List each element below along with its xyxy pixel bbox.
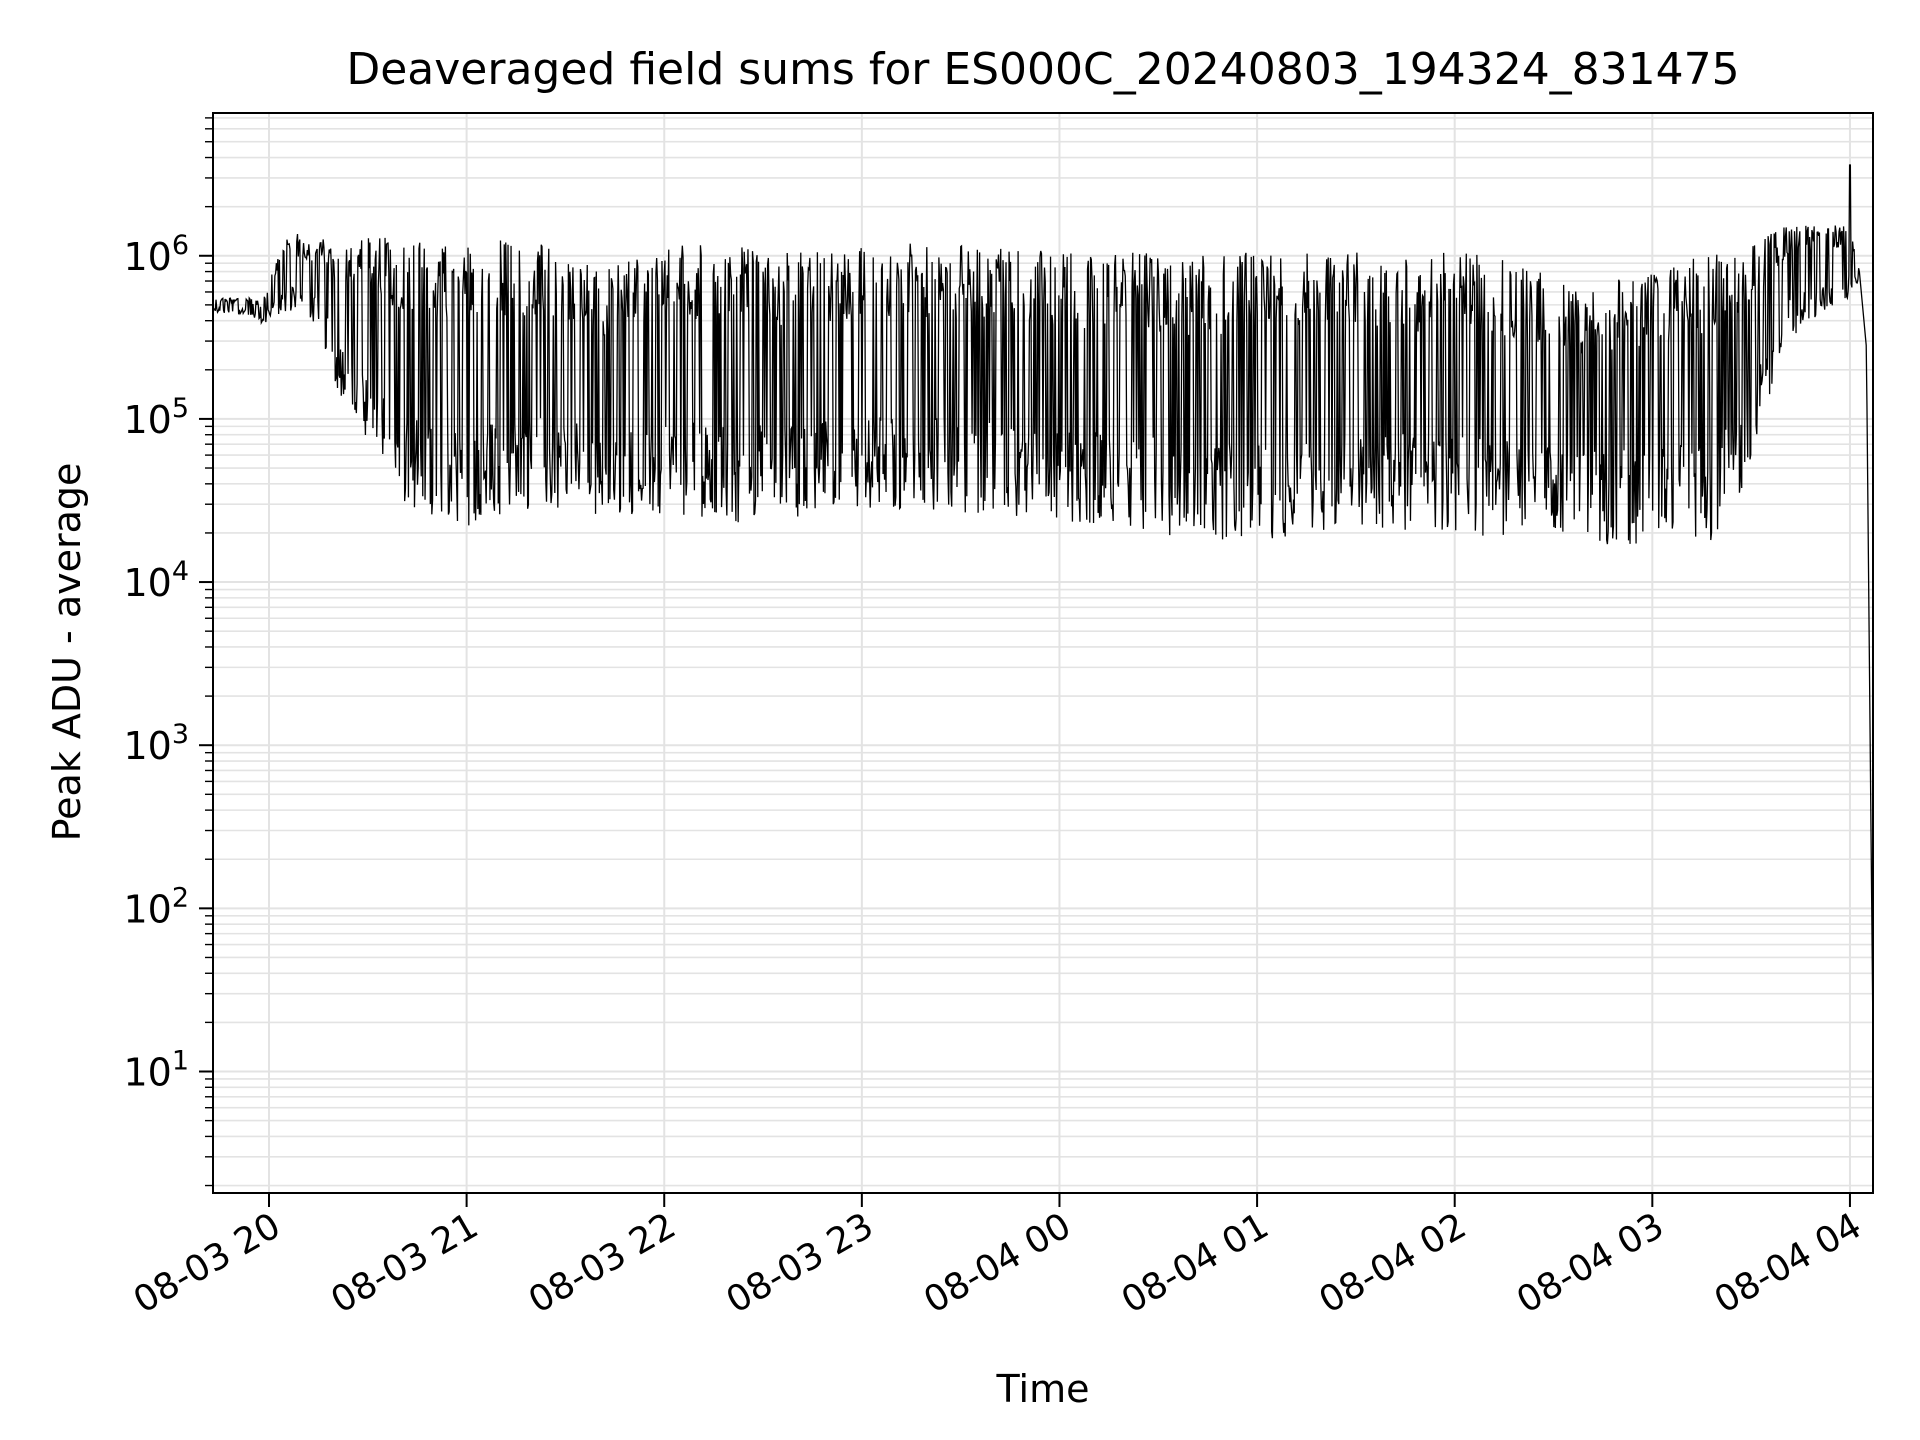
- y-tick-label: 104: [123, 556, 189, 605]
- y-axis-label: Peak ADU - average: [45, 463, 89, 842]
- y-axis: 101 102 103 104 105 106: [123, 117, 213, 1187]
- y-tick-label: 106: [123, 230, 189, 279]
- series-group: [212, 164, 1874, 1041]
- series-line: [212, 164, 1874, 1041]
- y-tick-label: 102: [123, 882, 189, 931]
- y-tick-label: 105: [123, 393, 189, 442]
- axes-frame: [212, 112, 1874, 1194]
- y-tick-label: 101: [123, 1045, 189, 1094]
- chart-title: Deaveraged field sums for ES000C_2024080…: [346, 44, 1739, 95]
- y-tick-label: 103: [123, 719, 189, 768]
- x-axis-label: Time: [996, 1367, 1090, 1411]
